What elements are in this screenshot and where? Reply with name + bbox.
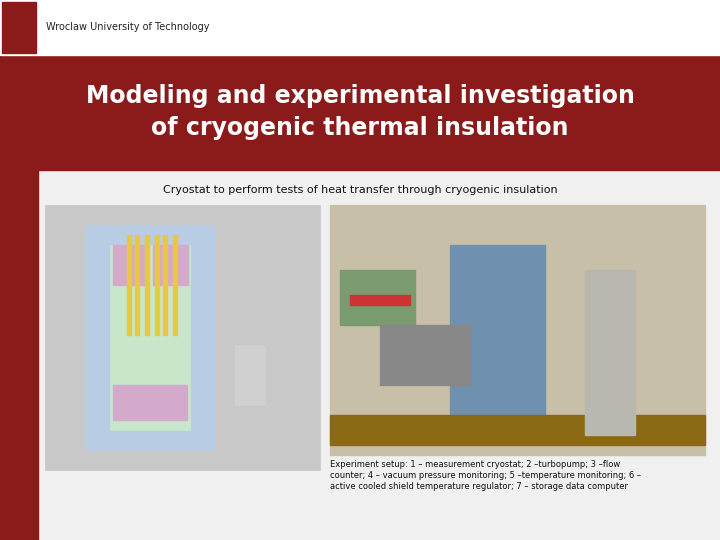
Bar <box>0 55 720 170</box>
Bar <box>0 0 38 540</box>
Bar <box>155 235 159 335</box>
Text: of cryogenic thermal insulation: of cryogenic thermal insulation <box>151 117 569 140</box>
Bar <box>153 245 188 285</box>
Bar <box>450 245 545 425</box>
Bar <box>340 270 415 325</box>
Bar <box>163 235 167 335</box>
Bar <box>585 270 635 435</box>
Text: Modeling and experimental investigation: Modeling and experimental investigation <box>86 84 634 109</box>
Bar <box>85 225 215 450</box>
Bar <box>0 0 720 55</box>
Bar <box>330 205 705 455</box>
Bar <box>173 235 177 335</box>
Bar <box>380 325 470 385</box>
Bar <box>45 205 320 470</box>
Bar <box>330 415 705 445</box>
Bar <box>235 345 265 405</box>
Text: Wroclaw University of Technology: Wroclaw University of Technology <box>46 23 210 32</box>
Bar <box>127 235 131 335</box>
Bar <box>350 295 410 305</box>
Text: counter; 4 – vacuum pressure monitoring; 5 –temperature monitoring; 6 –: counter; 4 – vacuum pressure monitoring;… <box>330 471 641 480</box>
Text: active cooled shield temperature regulator; 7 – storage data computer: active cooled shield temperature regulat… <box>330 482 628 491</box>
Bar <box>113 245 148 285</box>
Text: Cryostat to perform tests of heat transfer through cryogenic insulation: Cryostat to perform tests of heat transf… <box>163 185 557 195</box>
Bar <box>145 235 149 335</box>
Text: Experiment setup: 1 – measurement cryostat; 2 –turbopump; 3 –flow: Experiment setup: 1 – measurement cryost… <box>330 460 620 469</box>
Bar <box>330 205 705 455</box>
Bar <box>113 385 187 420</box>
Bar <box>110 245 190 430</box>
Bar <box>135 235 139 335</box>
Bar <box>2 2 36 53</box>
